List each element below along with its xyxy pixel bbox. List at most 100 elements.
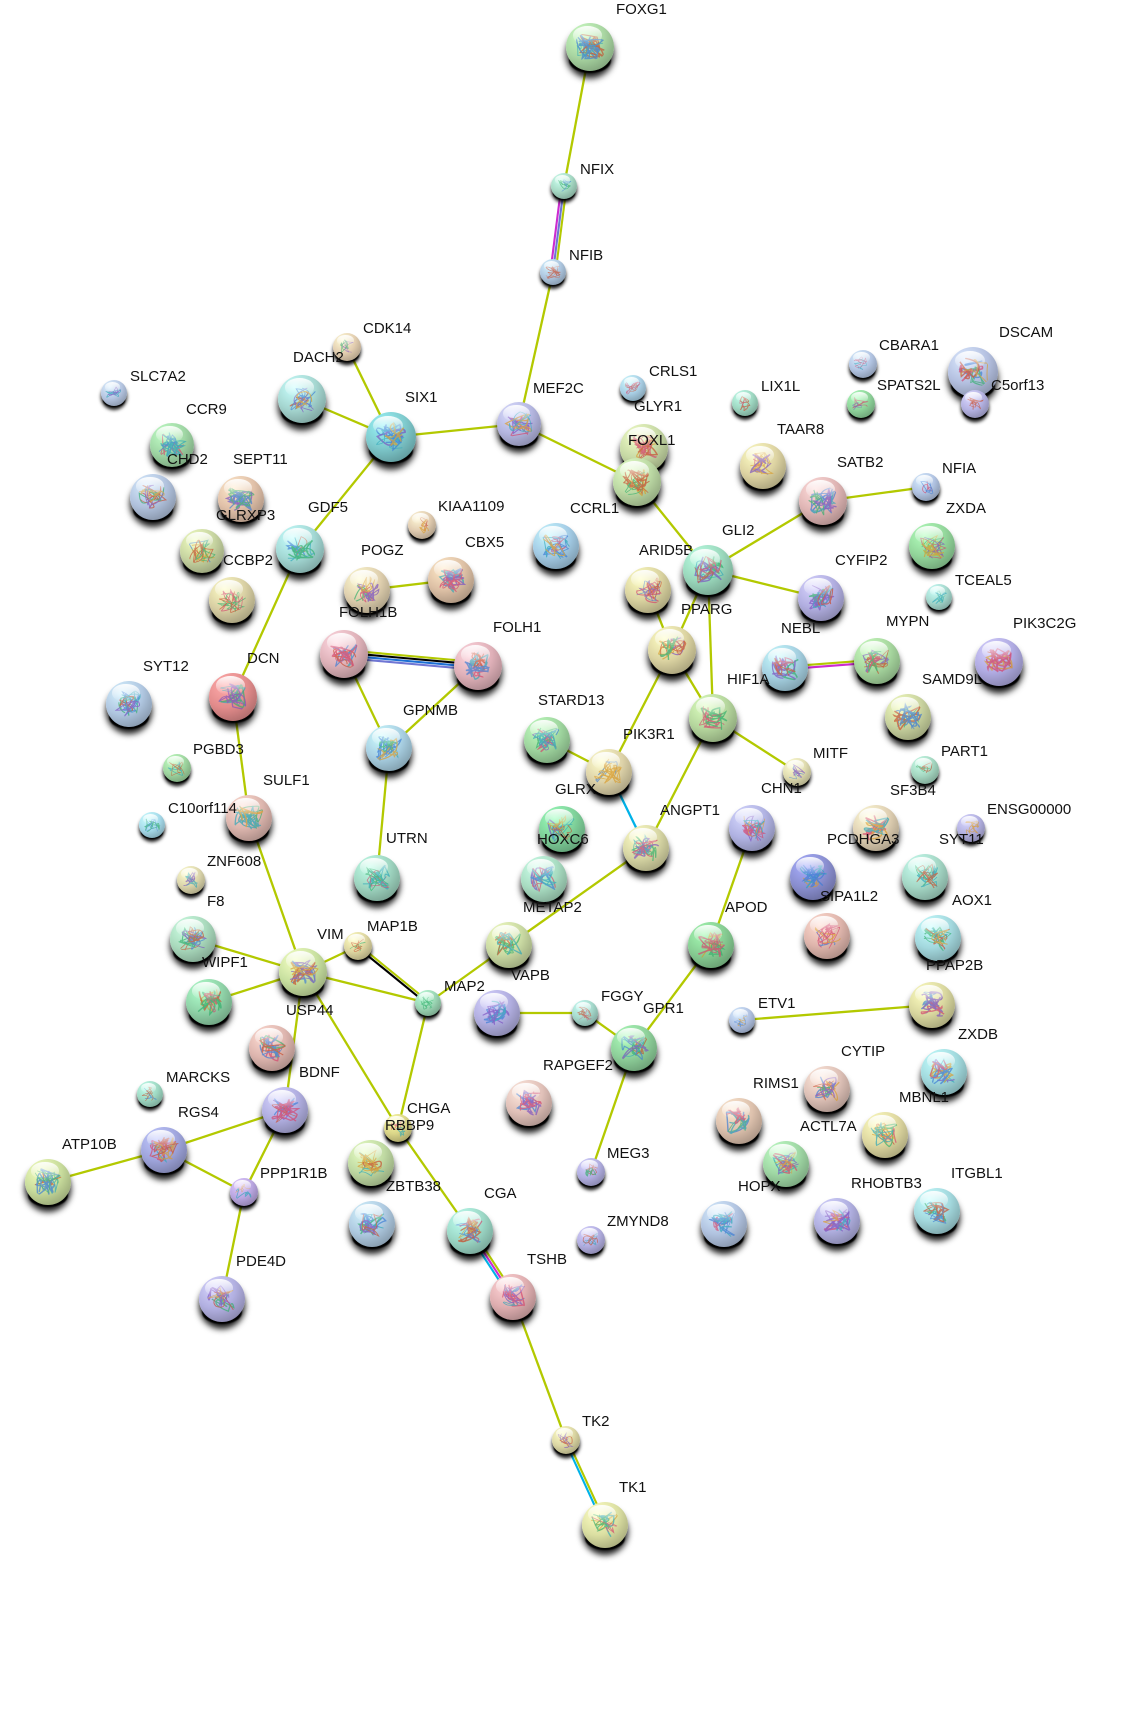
node-sphere[interactable] bbox=[740, 443, 786, 489]
node-sphere[interactable] bbox=[199, 1276, 245, 1322]
node-sphere[interactable] bbox=[25, 1159, 71, 1205]
protein-node-MARCKS[interactable]: MARCKS bbox=[137, 1069, 230, 1107]
node-sphere[interactable] bbox=[885, 694, 931, 740]
node-sphere[interactable] bbox=[447, 1208, 493, 1254]
node-sphere[interactable] bbox=[408, 511, 436, 539]
node-sphere[interactable] bbox=[926, 584, 952, 610]
protein-node-RAPGEF2[interactable]: RAPGEF2 bbox=[506, 1057, 613, 1126]
node-sphere[interactable] bbox=[683, 545, 733, 595]
protein-node-ANGPT1[interactable]: ANGPT1 bbox=[623, 802, 720, 871]
node-sphere[interactable] bbox=[428, 557, 474, 603]
node-sphere[interactable] bbox=[209, 673, 257, 721]
protein-node-CYTIP[interactable]: CYTIP bbox=[804, 1043, 885, 1112]
node-sphere[interactable] bbox=[180, 529, 224, 573]
protein-node-MEF2C[interactable]: MEF2C bbox=[497, 380, 584, 446]
node-sphere[interactable] bbox=[862, 1112, 908, 1158]
node-sphere[interactable] bbox=[262, 1087, 308, 1133]
node-sphere[interactable] bbox=[577, 1158, 605, 1186]
protein-node-CCRL1[interactable]: CCRL1 bbox=[533, 500, 619, 569]
protein-node-GPR1[interactable]: GPR1 bbox=[611, 1000, 684, 1071]
protein-node-PPP1R1B[interactable]: PPP1R1B bbox=[230, 1165, 328, 1206]
node-sphere[interactable] bbox=[572, 1000, 598, 1026]
protein-node-VIM[interactable]: VIM bbox=[279, 926, 344, 996]
protein-node-STARD13[interactable]: STARD13 bbox=[524, 692, 604, 763]
protein-node-ATP10B[interactable]: ATP10B bbox=[25, 1136, 117, 1205]
node-sphere[interactable] bbox=[902, 854, 948, 900]
protein-node-UTRN[interactable]: UTRN bbox=[354, 830, 428, 901]
node-sphere[interactable] bbox=[141, 1127, 187, 1173]
node-sphere[interactable] bbox=[497, 402, 541, 446]
protein-node-TCEAL5[interactable]: TCEAL5 bbox=[926, 572, 1012, 610]
protein-node-PDE4D[interactable]: PDE4D bbox=[199, 1253, 286, 1322]
node-sphere[interactable] bbox=[814, 1198, 860, 1244]
node-sphere[interactable] bbox=[729, 1007, 755, 1033]
protein-node-GLI2[interactable]: GLI2 bbox=[683, 522, 755, 595]
node-sphere[interactable] bbox=[366, 412, 416, 462]
protein-node-RIMS1[interactable]: RIMS1 bbox=[716, 1075, 799, 1144]
node-sphere[interactable] bbox=[486, 922, 532, 968]
node-sphere[interactable] bbox=[566, 23, 614, 71]
node-sphere[interactable] bbox=[798, 575, 844, 621]
node-sphere[interactable] bbox=[912, 473, 940, 501]
protein-node-FOXG1[interactable]: FOXG1 bbox=[566, 1, 667, 71]
protein-node-ARID5B[interactable]: ARID5B bbox=[625, 542, 693, 613]
protein-node-FOLH1[interactable]: FOLH1 bbox=[454, 619, 541, 690]
node-sphere[interactable] bbox=[582, 1502, 628, 1548]
protein-node-APOD[interactable]: APOD bbox=[688, 899, 768, 968]
node-sphere[interactable] bbox=[849, 350, 877, 378]
protein-node-FOXL1[interactable]: FOXL1 bbox=[613, 432, 676, 506]
protein-node-ETV1[interactable]: ETV1 bbox=[729, 995, 796, 1033]
protein-node-CGA[interactable]: CGA bbox=[447, 1185, 517, 1254]
protein-node-TK2[interactable]: TK2 bbox=[552, 1413, 610, 1454]
protein-node-FGGY[interactable]: FGGY bbox=[572, 988, 644, 1026]
protein-node-PPARG[interactable]: PPARG bbox=[648, 601, 732, 674]
protein-node-CHN1[interactable]: CHN1 bbox=[729, 780, 802, 851]
node-sphere[interactable] bbox=[454, 642, 502, 690]
node-sphere[interactable] bbox=[911, 756, 939, 784]
protein-node-TK1[interactable]: TK1 bbox=[582, 1479, 647, 1548]
protein-node-SYT12[interactable]: SYT12 bbox=[106, 658, 189, 727]
protein-node-KIAA1109[interactable]: KIAA1109 bbox=[408, 498, 504, 539]
protein-node-PART1[interactable]: PART1 bbox=[911, 743, 988, 784]
protein-node-CHD2[interactable]: CHD2 bbox=[130, 451, 208, 520]
node-sphere[interactable] bbox=[230, 1178, 258, 1206]
node-sphere[interactable] bbox=[909, 523, 955, 569]
protein-node-SYT11[interactable]: SYT11 bbox=[902, 831, 984, 900]
protein-node-SIPA1L2[interactable]: SIPA1L2 bbox=[804, 888, 878, 959]
node-sphere[interactable] bbox=[366, 725, 412, 771]
node-sphere[interactable] bbox=[909, 982, 955, 1028]
protein-node-FOLH1B[interactable]: FOLH1B bbox=[320, 604, 397, 678]
protein-node-HOXC6[interactable]: HOXC6 bbox=[521, 831, 589, 902]
protein-node-USP44[interactable]: USP44 bbox=[249, 1002, 334, 1071]
node-sphere[interactable] bbox=[729, 805, 775, 851]
protein-node-RHOBTB3[interactable]: RHOBTB3 bbox=[814, 1175, 922, 1244]
protein-node-SIX1[interactable]: SIX1 bbox=[366, 389, 438, 462]
node-sphere[interactable] bbox=[847, 390, 875, 418]
node-sphere[interactable] bbox=[551, 173, 577, 199]
protein-node-MEG3[interactable]: MEG3 bbox=[577, 1145, 650, 1186]
protein-node-BDNF[interactable]: BDNF bbox=[262, 1064, 340, 1133]
protein-node-ZNF608[interactable]: ZNF608 bbox=[177, 853, 261, 894]
protein-node-ZMYND8[interactable]: ZMYND8 bbox=[577, 1213, 669, 1254]
protein-node-GDF5[interactable]: GDF5 bbox=[276, 499, 348, 573]
protein-node-AOX1[interactable]: AOX1 bbox=[915, 892, 992, 961]
node-sphere[interactable] bbox=[854, 638, 900, 684]
protein-node-TAAR8[interactable]: TAAR8 bbox=[740, 421, 824, 489]
node-sphere[interactable] bbox=[163, 754, 191, 782]
node-sphere[interactable] bbox=[623, 825, 669, 871]
node-sphere[interactable] bbox=[716, 1098, 762, 1144]
protein-node-CCBP2[interactable]: CCBP2 bbox=[209, 552, 273, 623]
node-sphere[interactable] bbox=[278, 375, 326, 423]
node-sphere[interactable] bbox=[961, 390, 989, 418]
node-sphere[interactable] bbox=[648, 626, 696, 674]
node-sphere[interactable] bbox=[490, 1274, 536, 1320]
protein-node-NFIA[interactable]: NFIA bbox=[912, 460, 976, 501]
protein-node-MYPN[interactable]: MYPN bbox=[854, 613, 929, 684]
node-sphere[interactable] bbox=[415, 990, 441, 1016]
node-sphere[interactable] bbox=[611, 1025, 657, 1071]
node-sphere[interactable] bbox=[732, 390, 758, 416]
protein-node-MBNL1[interactable]: MBNL1 bbox=[862, 1089, 949, 1158]
node-sphere[interactable] bbox=[209, 577, 255, 623]
node-sphere[interactable] bbox=[506, 1080, 552, 1126]
node-sphere[interactable] bbox=[914, 1188, 960, 1234]
